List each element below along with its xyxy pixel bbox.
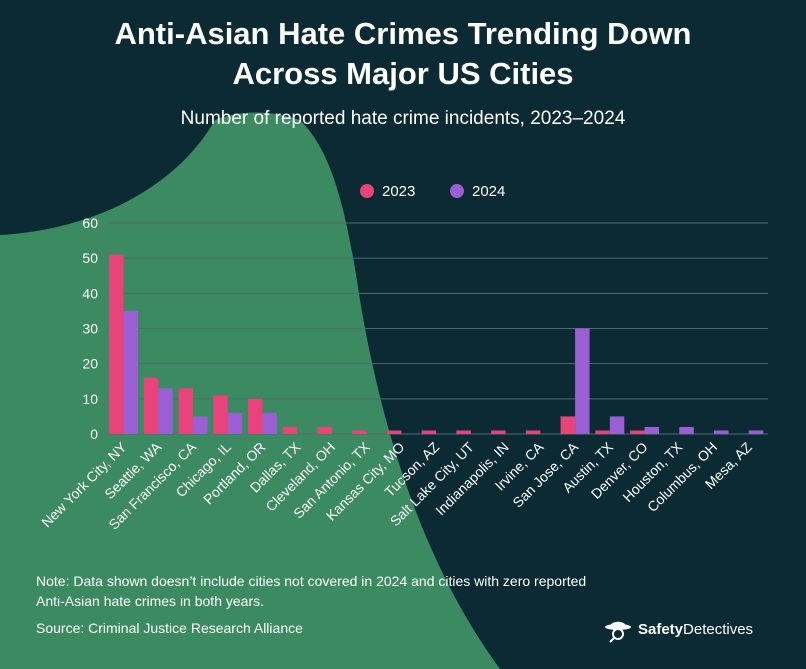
bar-2024 [714, 430, 729, 434]
bar-2023 [282, 426, 298, 434]
bar-2024 [227, 412, 243, 434]
bar-2023 [525, 430, 541, 434]
y-tick-label: 20 [82, 356, 98, 372]
brand-name: SafetyDetectives [638, 621, 754, 638]
y-tick-label: 40 [82, 285, 98, 301]
bar-2023 [213, 395, 228, 434]
bar-2024 [609, 416, 625, 434]
note-line-1: Note: Data shown doesn’t include cities … [36, 573, 587, 589]
bar-2023 [491, 430, 506, 434]
source-text: Source: Criminal Justice Research Allian… [36, 620, 303, 636]
chart-subtitle: Number of reported hate crime incidents,… [180, 108, 626, 129]
bar-2024 [575, 328, 590, 434]
bar-2023 [386, 430, 402, 434]
bar-2024 [262, 412, 277, 434]
legend-item-2024: 2024 [450, 183, 505, 200]
bar-2023 [109, 254, 124, 434]
detective-icon [605, 621, 631, 643]
title-line-2: Across Major US Cities [232, 56, 574, 91]
page-title: Anti-Asian Hate Crimes Trending Down Acr… [0, 14, 806, 94]
y-tick-label: 30 [82, 321, 98, 337]
y-tick-label: 60 [82, 215, 98, 231]
legend-item-2023: 2023 [360, 183, 415, 200]
y-tick-label: 10 [82, 391, 98, 407]
bar-2023 [560, 416, 576, 434]
bar-2023 [352, 430, 367, 434]
bar-2023 [630, 430, 645, 434]
bar-2024 [679, 426, 694, 434]
bar-2023 [317, 426, 332, 434]
bar-2023 [595, 430, 610, 434]
bar-2023 [456, 430, 471, 434]
bar-2023 [178, 388, 193, 434]
legend-swatch-2023 [360, 184, 374, 198]
bar-2023 [143, 377, 159, 434]
bar-2024 [192, 416, 208, 434]
bar-2023 [247, 398, 263, 434]
note-line-2: Anti-Asian hate crimes in both years. [36, 593, 264, 609]
bar-2024 [158, 388, 173, 434]
bar-2024 [644, 426, 660, 434]
footnote: Note: Data shown doesn’t include cities … [36, 571, 696, 611]
y-tick-label: 50 [82, 250, 98, 266]
legend-label-2024: 2024 [472, 183, 506, 200]
legend-label-2023: 2023 [382, 183, 416, 200]
title-line-1: Anti-Asian Hate Crimes Trending Down [114, 16, 692, 51]
bar-2024 [748, 430, 764, 434]
y-tick-label: 0 [90, 426, 98, 442]
bar-2023 [421, 430, 437, 434]
bar-2024 [123, 310, 138, 434]
legend-swatch-2024 [450, 184, 464, 198]
